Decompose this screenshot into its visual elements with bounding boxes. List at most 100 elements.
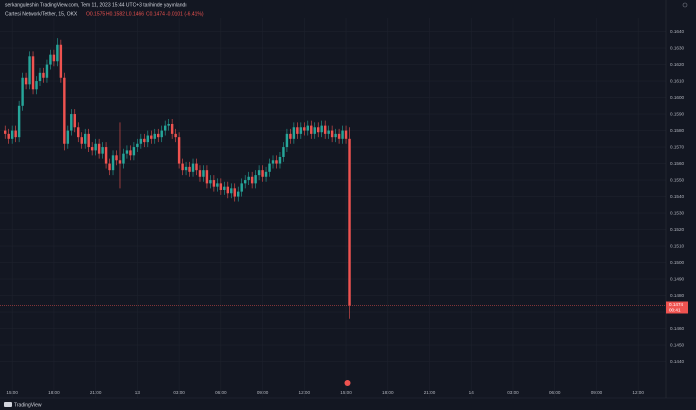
candle-body — [247, 176, 250, 181]
y-tick-label: 0.1580 — [670, 128, 684, 133]
candle-body — [132, 147, 136, 156]
candle-body — [209, 180, 212, 184]
candle-body — [52, 54, 56, 62]
candle-body — [177, 137, 181, 164]
candle-body — [129, 150, 132, 156]
candle-body — [90, 147, 94, 151]
candle-body — [184, 166, 188, 171]
candle-body — [3, 130, 7, 134]
candle-body — [254, 175, 257, 184]
footer-logo[interactable]: TradingView — [4, 402, 42, 408]
y-tick-label: 0.1440 — [670, 359, 684, 364]
candle-body — [174, 133, 177, 138]
candle-body — [212, 180, 216, 187]
x-tick-label: 09:00 — [257, 390, 269, 395]
candle-body — [299, 127, 303, 134]
candle-body — [35, 81, 38, 90]
settings-icon[interactable] — [682, 2, 688, 8]
candle-body — [24, 77, 28, 85]
candle-body — [330, 130, 334, 138]
countdown-label: 00:41 — [669, 308, 681, 313]
x-tick-label: 12:00 — [632, 390, 644, 395]
x-tick-label: 06:00 — [549, 390, 561, 395]
candle-body — [216, 183, 219, 187]
y-tick-label: 0.1550 — [670, 177, 684, 182]
candle-body — [28, 56, 31, 85]
candle-body — [157, 133, 160, 138]
candle-body — [21, 77, 24, 106]
y-tick-label: 0.1460 — [670, 326, 684, 331]
candle-body — [344, 130, 348, 139]
candle-body — [320, 125, 323, 133]
candle-body — [80, 137, 83, 144]
candle-body — [271, 160, 275, 164]
candle-body — [226, 186, 230, 194]
x-tick-label: 15:00 — [6, 390, 18, 395]
ohlc-change: -0.0101 (-6.41%) — [166, 11, 204, 17]
candle-body — [257, 170, 261, 176]
y-tick-label: 0.1480 — [670, 293, 684, 298]
candle-body — [160, 130, 163, 138]
candle-body — [108, 163, 111, 171]
candle-body — [275, 160, 278, 164]
candle-body — [278, 156, 282, 164]
candle-body — [306, 125, 310, 131]
candle-body — [143, 138, 146, 143]
candle-body — [237, 191, 240, 197]
candle-body — [153, 133, 156, 139]
candle-body — [146, 135, 150, 143]
candle-body — [77, 127, 80, 138]
y-tick-label: 0.1570 — [670, 144, 684, 149]
candle-body — [97, 143, 101, 154]
candle-body — [205, 170, 209, 184]
candle-body — [122, 153, 125, 164]
brand: TradingView — [14, 402, 42, 408]
candle-body — [14, 130, 17, 138]
candle-body — [282, 147, 285, 157]
candle-body — [70, 114, 73, 131]
x-tick-label: 09:00 — [591, 390, 603, 395]
candle-body — [188, 166, 191, 172]
last-price-label: 0.1474 — [669, 302, 683, 307]
candle-body — [167, 123, 170, 126]
y-tick-label: 0.1640 — [670, 29, 684, 34]
candle-body — [292, 127, 296, 139]
x-tick-label: 21:00 — [424, 390, 436, 395]
x-tick-label: 21:00 — [90, 390, 102, 395]
event-icon[interactable] — [344, 380, 351, 386]
candle-body — [261, 170, 264, 177]
candle-body — [17, 105, 21, 138]
y-tick-label: 0.1590 — [670, 111, 684, 116]
x-tick-label: 03:00 — [507, 390, 519, 395]
candle-body — [233, 188, 236, 197]
candle-body — [87, 133, 90, 148]
x-tick-label: 14 — [469, 390, 475, 395]
candle-body — [73, 114, 76, 128]
candle-body — [285, 133, 289, 148]
candle-body — [42, 72, 45, 78]
candle-body — [139, 138, 143, 144]
candle-body — [125, 150, 129, 154]
candle-body — [313, 127, 316, 134]
candle-body — [111, 155, 115, 171]
candle-body — [240, 183, 243, 192]
candle-body — [181, 163, 184, 171]
candle-body — [66, 130, 70, 144]
candle-body — [230, 188, 233, 194]
candle-body — [118, 160, 122, 164]
x-tick-label: 03:00 — [173, 390, 185, 395]
candle-body — [45, 64, 49, 78]
y-tick-label: 0.1620 — [670, 62, 684, 67]
ohlc-open: O0.1575 — [86, 11, 105, 17]
last-price-box — [666, 301, 688, 314]
candle-body — [115, 155, 118, 161]
y-tick-label: 0.1560 — [670, 161, 684, 166]
y-tick-label: 0.1450 — [670, 342, 684, 347]
ohlc-high: H0.1582 — [106, 11, 125, 17]
candle-body — [341, 130, 344, 139]
ohlc-low: L0.1466 — [126, 11, 144, 17]
x-tick-label: 12:00 — [299, 390, 311, 395]
candle-body — [170, 123, 174, 134]
